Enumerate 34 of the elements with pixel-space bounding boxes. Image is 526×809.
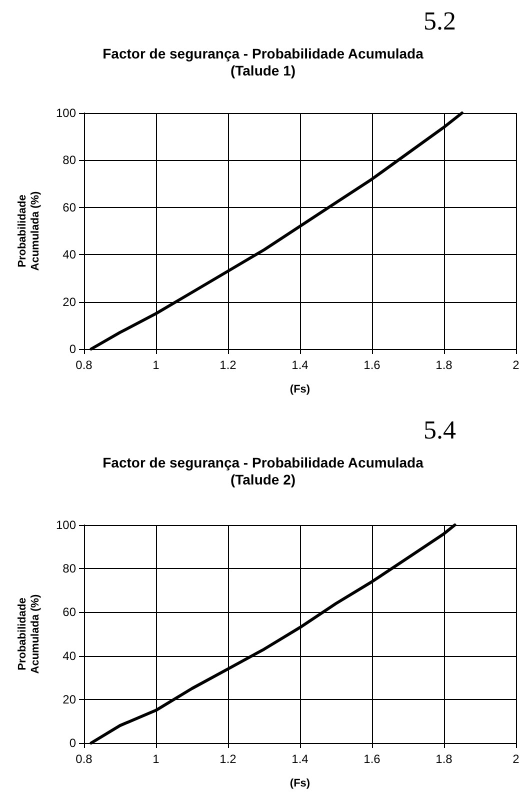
- y-axis-title: Probabilidade Acumulada (%): [16, 190, 42, 271]
- y-tick-label: 20: [62, 692, 76, 706]
- x-tick-label: 1.8: [436, 358, 453, 372]
- x-tick-label: 1.4: [292, 752, 309, 766]
- chart-title: Factor de segurança - Probabilidade Acumulada (Talude 2): [102, 454, 424, 488]
- y-tick-label: 100: [56, 106, 76, 120]
- x-tick-label: 1.8: [436, 752, 453, 766]
- x-tick-label: 1: [152, 358, 160, 372]
- chart-title: Factor de segurança - Probabilidade Acumulada (Talude 1): [102, 46, 424, 78]
- y-tick-label: 40: [62, 648, 76, 663]
- x-tick-label: 0.8: [76, 752, 93, 766]
- y-tick-label: 0: [69, 736, 76, 750]
- x-tick-label: 0.8: [76, 358, 93, 372]
- y-tick-label: 20: [62, 294, 76, 309]
- y-tick-label: 80: [62, 562, 76, 576]
- y-axis-title: Probabilidade Acumulada (%): [16, 594, 42, 674]
- x-axis-title: (Fs): [290, 778, 310, 790]
- y-tick-label: 40: [62, 248, 76, 262]
- x-tick-label: 1.6: [364, 752, 381, 766]
- x-tick-label: 1.4: [292, 358, 309, 372]
- x-tick-label: 2: [512, 752, 520, 766]
- y-tick-label: 0: [69, 342, 76, 356]
- y-tick-label: 60: [62, 200, 76, 214]
- x-tick-label: 1: [152, 752, 160, 766]
- y-tick-label: 60: [62, 605, 76, 620]
- x-tick-label: 1.6: [364, 358, 381, 372]
- x-tick-label: 1.2: [220, 358, 237, 372]
- x-tick-label: 2: [512, 358, 520, 372]
- x-axis-title: (Fs): [290, 384, 310, 396]
- text: 5.2: [424, 6, 456, 36]
- y-tick-label: 100: [56, 518, 76, 532]
- text: 5.4: [424, 416, 456, 444]
- y-tick-label: 80: [62, 153, 76, 168]
- x-tick-label: 1.2: [220, 752, 237, 766]
